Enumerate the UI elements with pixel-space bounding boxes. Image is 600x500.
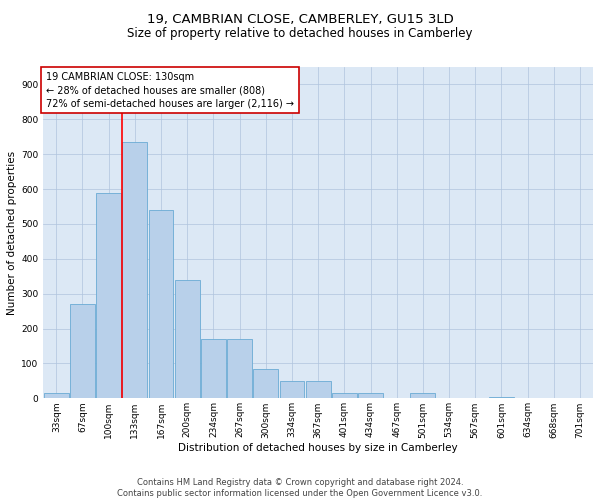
Bar — [306, 381, 331, 398]
Bar — [149, 210, 173, 398]
Bar — [70, 304, 95, 398]
Bar — [332, 393, 357, 398]
Bar — [96, 192, 121, 398]
Bar — [489, 396, 514, 398]
Bar — [358, 393, 383, 398]
Text: Contains HM Land Registry data © Crown copyright and database right 2024.
Contai: Contains HM Land Registry data © Crown c… — [118, 478, 482, 498]
Bar — [410, 393, 436, 398]
Bar — [175, 280, 200, 398]
Bar — [44, 393, 69, 398]
Bar — [201, 339, 226, 398]
Y-axis label: Number of detached properties: Number of detached properties — [7, 150, 17, 314]
Text: 19, CAMBRIAN CLOSE, CAMBERLEY, GU15 3LD: 19, CAMBRIAN CLOSE, CAMBERLEY, GU15 3LD — [146, 12, 454, 26]
X-axis label: Distribution of detached houses by size in Camberley: Distribution of detached houses by size … — [178, 443, 458, 453]
Text: Size of property relative to detached houses in Camberley: Size of property relative to detached ho… — [127, 28, 473, 40]
Text: 19 CAMBRIAN CLOSE: 130sqm
← 28% of detached houses are smaller (808)
72% of semi: 19 CAMBRIAN CLOSE: 130sqm ← 28% of detac… — [46, 72, 294, 108]
Bar — [280, 381, 304, 398]
Bar — [122, 142, 147, 399]
Bar — [253, 368, 278, 398]
Bar — [227, 339, 252, 398]
